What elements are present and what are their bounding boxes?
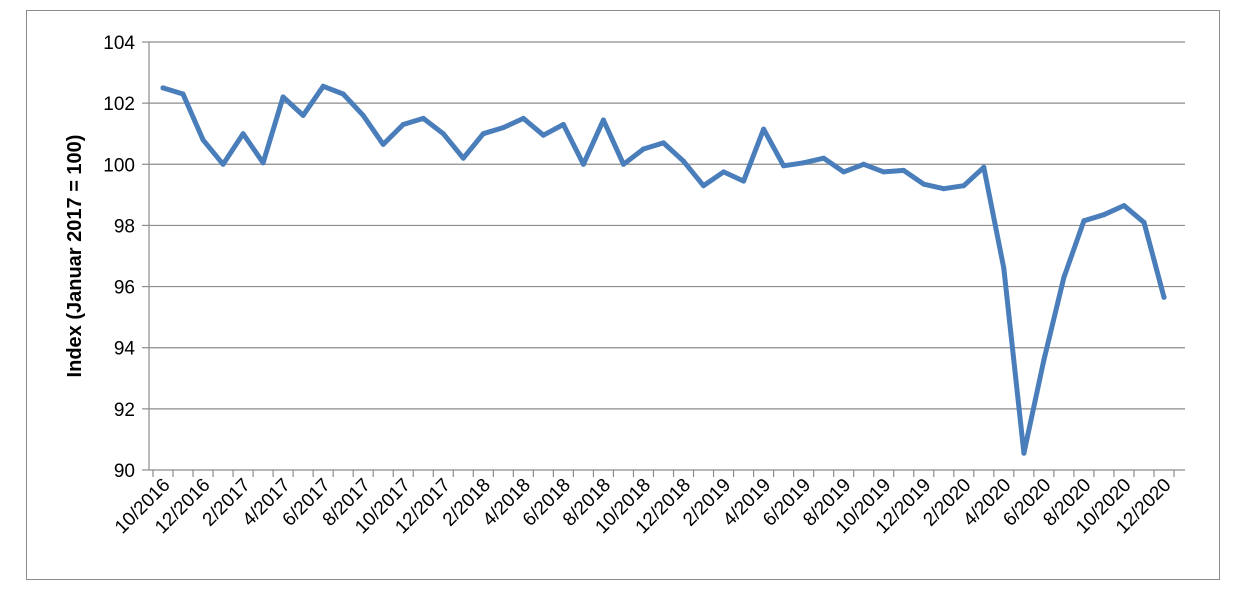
y-tick-label: 98: [114, 216, 135, 237]
data-point: [741, 178, 747, 184]
data-point: [500, 125, 506, 131]
y-tick-label: 104: [103, 33, 135, 54]
data-point: [981, 164, 987, 170]
data-point: [320, 83, 326, 89]
data-point: [961, 183, 967, 189]
data-point: [941, 186, 947, 192]
gridlines: [149, 41, 1185, 471]
line-chart: 90 92 94 96 98 100 102 104 10/201612/20162/2017…: [64, 33, 1185, 538]
data-point: [540, 132, 546, 138]
data-point: [801, 160, 807, 166]
data-point: [1041, 357, 1047, 363]
data-point: [340, 91, 346, 97]
data-point: [1141, 219, 1147, 225]
data-point: [480, 131, 486, 137]
data-point: [600, 117, 606, 123]
y-tick-label: 102: [103, 94, 135, 115]
data-point: [160, 85, 166, 91]
data-point: [360, 112, 366, 118]
data-point: [681, 158, 686, 164]
data-point: [180, 91, 186, 97]
data-point: [701, 183, 706, 189]
data-point: [1081, 218, 1087, 224]
data-point: [781, 163, 787, 169]
y-tick-label: 92: [114, 400, 135, 421]
data-point: [440, 131, 446, 137]
data-point: [641, 146, 646, 152]
data-point: [560, 122, 566, 127]
data-point: [280, 94, 286, 100]
data-point: [260, 160, 266, 166]
data-point: [841, 169, 847, 175]
y-tick-label: 96: [114, 278, 135, 299]
data-point: [240, 131, 246, 137]
data-point: [661, 140, 666, 146]
data-point: [520, 115, 526, 121]
data-point: [921, 181, 927, 187]
axes: [142, 41, 1175, 477]
y-axis-title: Index (Januar 2017 = 100): [64, 135, 86, 378]
data-point: [761, 126, 767, 132]
data-point: [1001, 265, 1007, 271]
x-tick-labels: 10/201612/20162/20174/20176/20178/201710…: [111, 475, 1175, 538]
series-layer: [160, 83, 1167, 456]
data-point: [420, 115, 426, 121]
data-point: [580, 161, 586, 167]
data-point: [821, 155, 827, 161]
data-point: [1101, 212, 1107, 218]
data-point: [1121, 203, 1127, 209]
chart-frame: 90 92 94 96 98 100 102 104 10/2016 12/2016 2/2017…: [26, 10, 1220, 580]
data-point: [861, 161, 867, 167]
y-tick-label: 90: [114, 461, 135, 482]
y-tick-label: 94: [114, 339, 136, 360]
data-point: [200, 137, 206, 143]
data-point: [460, 155, 466, 161]
data-point: [901, 167, 907, 173]
y-tick-labels: 90 92 94 96 98 100 102 104: [103, 33, 135, 482]
data-point: [881, 169, 887, 175]
data-point: [1061, 274, 1067, 280]
data-point: [721, 169, 727, 175]
data-point: [400, 122, 406, 127]
data-point: [1021, 450, 1027, 456]
data-point: [1161, 294, 1167, 300]
data-point: [220, 161, 226, 167]
y-tick-label: 100: [103, 155, 135, 176]
data-point: [621, 161, 626, 167]
data-point: [380, 141, 386, 147]
data-point: [300, 112, 306, 118]
